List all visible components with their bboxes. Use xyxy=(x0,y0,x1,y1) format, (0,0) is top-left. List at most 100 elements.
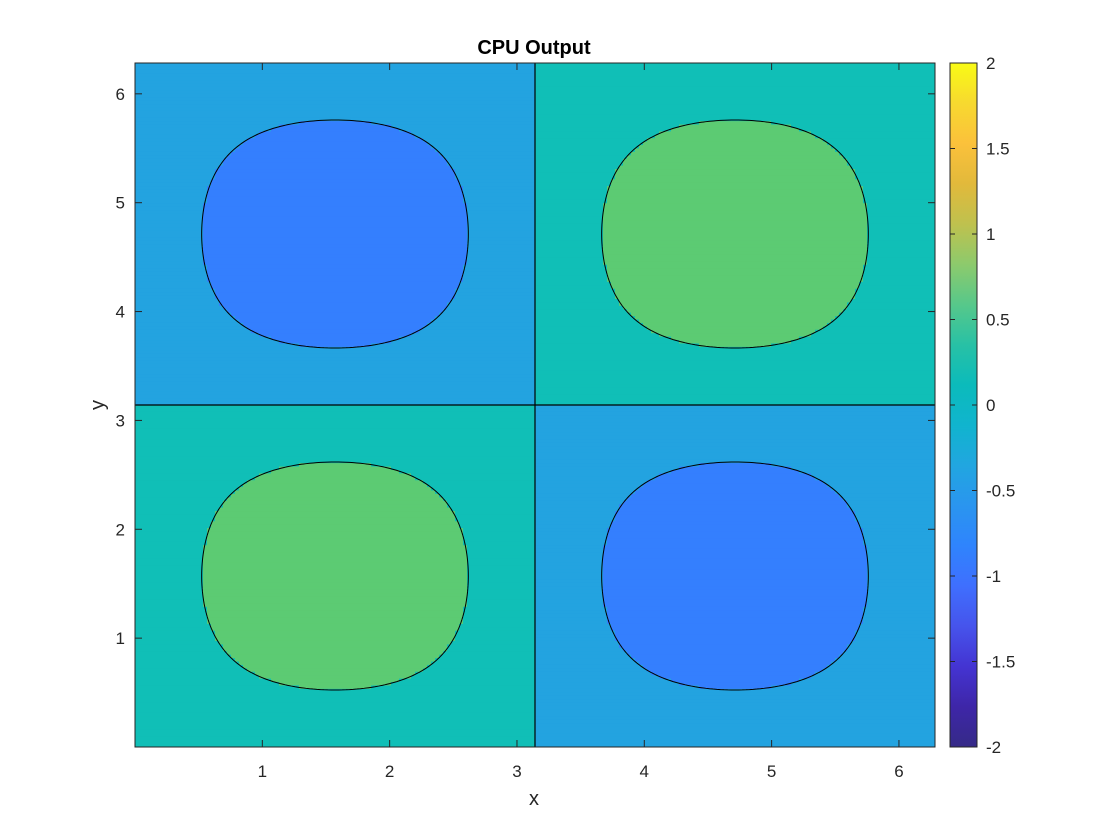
contour-cell xyxy=(199,453,204,457)
contour-cell xyxy=(175,443,180,447)
contour-cell xyxy=(159,183,164,187)
contour-cell xyxy=(151,320,156,324)
contour-cell xyxy=(211,231,216,235)
contour-cell xyxy=(155,631,160,635)
contour-cell xyxy=(147,354,152,358)
contour-cell xyxy=(155,504,160,508)
contour-cell xyxy=(215,689,220,693)
contour-cell xyxy=(203,682,208,686)
contour-cell xyxy=(227,278,232,282)
contour-cell xyxy=(203,569,208,573)
contour-cell xyxy=(171,504,176,508)
contour-cell xyxy=(135,135,140,139)
contour-cell xyxy=(135,484,140,488)
contour-cell xyxy=(219,665,224,669)
contour-cell xyxy=(139,484,144,488)
contour-cell xyxy=(187,186,192,190)
contour-cell xyxy=(203,429,208,433)
contour-cell xyxy=(135,296,140,300)
contour-cell xyxy=(175,94,180,98)
contour-cell xyxy=(231,473,236,477)
contour-cell xyxy=(183,285,188,289)
contour-cell xyxy=(163,234,168,238)
contour-cell xyxy=(215,528,220,532)
contour-cell xyxy=(139,579,144,583)
contour-cell xyxy=(203,675,208,679)
contour-cell xyxy=(163,542,168,546)
contour-cell xyxy=(147,128,152,132)
contour-cell xyxy=(211,733,216,737)
contour-cell xyxy=(199,508,204,512)
contour-cell xyxy=(175,641,180,645)
contour-cell xyxy=(203,415,208,419)
contour-cell xyxy=(223,265,228,269)
contour-cell xyxy=(143,278,148,282)
contour-cell xyxy=(155,313,160,317)
contour-cell xyxy=(195,484,200,488)
contour-cell xyxy=(195,456,200,460)
contour-cell xyxy=(179,726,184,730)
contour-cell xyxy=(139,179,144,183)
contour-cell xyxy=(211,350,216,354)
contour-cell xyxy=(219,213,224,217)
contour-cell xyxy=(147,576,152,580)
contour-cell xyxy=(215,562,220,566)
contour-cell xyxy=(139,193,144,197)
contour-cell xyxy=(159,251,164,255)
contour-cell xyxy=(167,730,172,734)
contour-cell xyxy=(203,395,208,399)
contour-cell xyxy=(171,90,176,94)
contour-cell xyxy=(227,302,232,306)
contour-cell xyxy=(159,101,164,105)
contour-cell xyxy=(231,275,236,279)
contour-cell xyxy=(159,617,164,621)
contour-cell xyxy=(175,227,180,231)
contour-cell xyxy=(199,357,204,361)
contour-cell xyxy=(199,477,204,481)
contour-cell xyxy=(231,443,236,447)
contour-cell xyxy=(151,97,156,101)
contour-cell xyxy=(223,87,228,91)
contour-cell xyxy=(203,275,208,279)
contour-cell xyxy=(175,80,180,84)
contour-cell xyxy=(135,439,140,443)
contour-cell xyxy=(167,733,172,737)
contour-cell xyxy=(147,638,152,642)
contour-cell xyxy=(167,138,172,142)
contour-cell xyxy=(163,275,168,279)
contour-cell xyxy=(171,456,176,460)
contour-cell xyxy=(135,258,140,262)
contour-cell xyxy=(151,658,156,662)
contour-cell xyxy=(187,692,192,696)
contour-cell xyxy=(191,562,196,566)
contour-cell xyxy=(223,508,228,512)
contour-cell xyxy=(179,562,184,566)
contour-cell xyxy=(187,101,192,105)
contour-cell xyxy=(143,101,148,105)
contour-cell xyxy=(191,456,196,460)
contour-cell xyxy=(143,179,148,183)
contour-cell xyxy=(175,535,180,539)
contour-cell xyxy=(167,135,172,139)
contour-cell xyxy=(223,125,228,129)
contour-cell xyxy=(179,408,184,412)
contour-cell xyxy=(171,275,176,279)
contour-cell xyxy=(159,220,164,224)
contour-cell xyxy=(151,723,156,727)
contour-cell xyxy=(199,371,204,375)
contour-cell xyxy=(135,696,140,700)
contour-cell xyxy=(147,511,152,515)
contour-cell xyxy=(135,634,140,638)
contour-cell xyxy=(159,689,164,693)
contour-cell xyxy=(231,422,236,426)
contour-cell xyxy=(207,196,212,200)
contour-cell xyxy=(231,337,236,341)
contour-cell xyxy=(167,644,172,648)
contour-cell xyxy=(179,432,184,436)
contour-cell xyxy=(191,203,196,207)
contour-cell xyxy=(143,631,148,635)
contour-cell xyxy=(147,573,152,577)
contour-cell xyxy=(155,473,160,477)
contour-cell xyxy=(155,149,160,153)
contour-cell xyxy=(171,220,176,224)
